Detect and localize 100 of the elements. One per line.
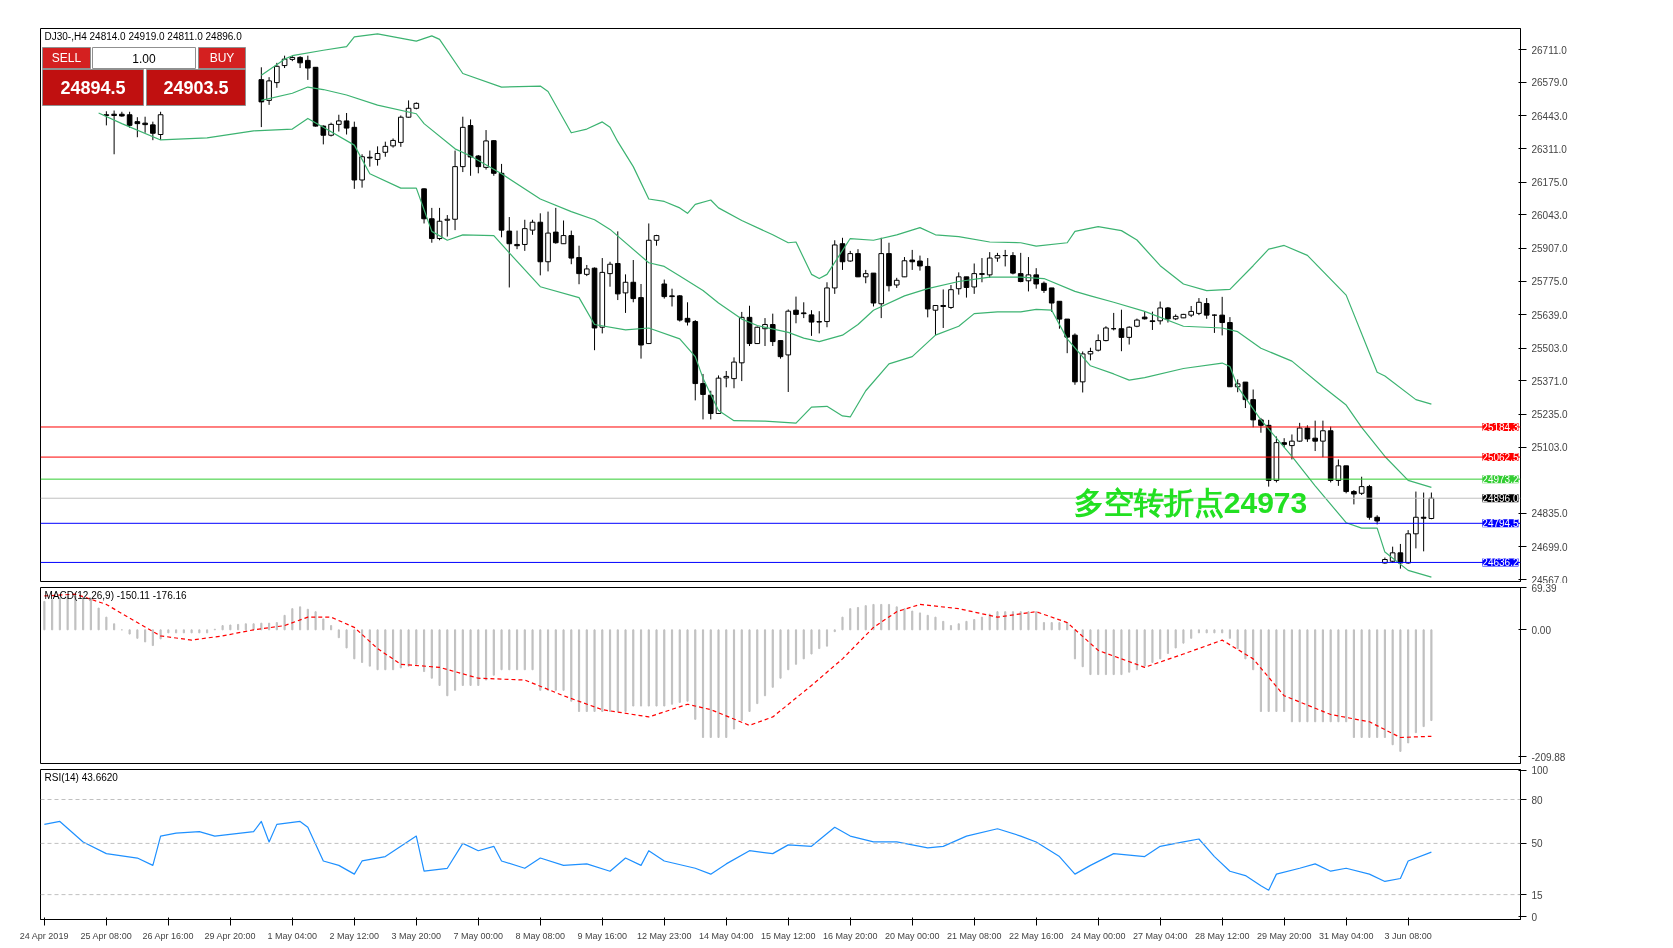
candlestick <box>514 230 520 250</box>
y-tick-label: 26443.0 <box>1531 110 1569 122</box>
candlestick <box>917 255 923 272</box>
candlestick <box>1126 325 1133 346</box>
candlestick <box>1413 491 1419 549</box>
candlestick <box>731 356 737 389</box>
x-tick-label: 16 May 20:00 <box>822 930 878 941</box>
y-tick-label: 25775.0 <box>1531 276 1569 288</box>
candlestick <box>274 62 280 89</box>
ref-line-label: 25062.5 <box>1482 452 1519 464</box>
x-tick-label: 21 May 08:00 <box>946 930 1002 941</box>
y-tick-label: 26175.0 <box>1531 177 1569 189</box>
y-tick-label: 25503.0 <box>1531 343 1569 355</box>
candlestick <box>1250 389 1256 428</box>
candlestick <box>855 248 861 278</box>
x-tick-label: 25 Apr 08:00 <box>80 930 132 941</box>
annotation: BUY <box>209 51 235 65</box>
candlestick <box>607 261 613 288</box>
y-tick-label: 25103.0 <box>1531 442 1569 454</box>
candlestick <box>948 284 954 310</box>
y-tick-label: 50 <box>1531 838 1544 850</box>
y-tick-label: 0 <box>1531 911 1538 923</box>
candlestick <box>940 288 947 329</box>
candlestick <box>1351 489 1357 505</box>
y-tick-label: 80 <box>1531 794 1544 806</box>
candlestick <box>444 214 451 238</box>
candlestick <box>320 124 327 145</box>
x-tick-label: 31 May 04:00 <box>1318 930 1374 941</box>
candlestick <box>374 145 381 167</box>
ref-line-label: 24896.0 <box>1482 493 1519 505</box>
y-tick-label: 15 <box>1531 889 1544 901</box>
line-series <box>43 593 1432 739</box>
x-tick-label: 1 May 04:00 <box>267 930 318 941</box>
x-tick-label: 8 May 08:00 <box>515 930 566 941</box>
annotation: SELL <box>51 51 82 65</box>
y-tick-label: 25907.0 <box>1531 243 1569 255</box>
candlestick <box>808 309 815 337</box>
candlestick <box>986 251 993 279</box>
candlestick <box>111 110 117 155</box>
y-tick-label: 24699.0 <box>1531 541 1569 553</box>
x-tick-label: 3 Jun 08:00 <box>1384 930 1432 941</box>
x-tick-label: 28 May 12:00 <box>1194 930 1250 941</box>
x-tick-label: 26 Apr 16:00 <box>142 930 194 941</box>
x-tick-label: 14 May 04:00 <box>698 930 754 941</box>
candlestick <box>1149 311 1156 331</box>
x-tick-label: 24 Apr 2019 <box>19 930 69 941</box>
x-tick-label: 27 May 04:00 <box>1132 930 1188 941</box>
candlestick <box>1064 318 1071 354</box>
x-tick-label: 22 May 16:00 <box>1008 930 1064 941</box>
candlestick <box>266 76 272 106</box>
candlestick <box>979 257 985 283</box>
candlestick <box>1312 420 1318 452</box>
y-tick-label: 0.00 <box>1531 624 1552 636</box>
candlestick <box>816 310 823 334</box>
y-tick-label: 26311.0 <box>1531 143 1568 155</box>
y-tick-label: 25639.0 <box>1531 309 1569 321</box>
line-series <box>260 33 1432 405</box>
x-tick-label: 24 May 00:00 <box>1070 930 1126 941</box>
candlestick <box>793 296 799 324</box>
candlestick <box>359 153 365 189</box>
annotation: 24903.5 <box>163 78 229 98</box>
y-tick-label: 25235.0 <box>1531 409 1569 421</box>
candlestick <box>436 207 443 241</box>
candlestick <box>1118 309 1125 352</box>
candlestick <box>1157 301 1164 326</box>
candlestick <box>661 279 668 300</box>
candlestick <box>521 219 528 252</box>
y-tick-label: -209.88 <box>1531 751 1566 763</box>
ref-line-label: 25184.3 <box>1482 421 1519 433</box>
annotation: 24894.5 <box>60 78 126 98</box>
x-tick-label: 3 May 20:00 <box>391 930 442 941</box>
y-tick-label: 24835.0 <box>1531 508 1569 520</box>
candlestick <box>700 373 706 420</box>
ref-line-label: 24973.2 <box>1482 474 1519 486</box>
y-tick-label: 26579.0 <box>1531 77 1569 89</box>
candlestick <box>305 55 311 81</box>
y-tick-label: 26043.0 <box>1531 209 1569 221</box>
y-tick-label: 100 <box>1531 765 1549 777</box>
line-series <box>98 112 1432 578</box>
candlestick <box>506 216 513 288</box>
ref-line-label: 24794.5 <box>1482 518 1519 530</box>
candlestick <box>769 313 776 347</box>
annotation: 1.00 <box>132 51 156 66</box>
candlestick <box>971 262 978 295</box>
x-tick-label: 15 May 12:00 <box>760 930 816 941</box>
candlestick <box>297 55 303 69</box>
candlestick <box>157 111 164 141</box>
chart-title: MACD(12,26,9) -150.11 -176.16 <box>44 589 188 601</box>
chart-title: DJ30-,H4 24814.0 24919.0 24811.0 24896.0 <box>44 30 243 42</box>
candlestick <box>258 66 265 128</box>
ref-line-label: 24636.2 <box>1482 557 1519 569</box>
x-tick-label: 20 May 00:00 <box>884 930 940 941</box>
candlestick <box>669 288 675 307</box>
x-tick-label: 12 May 23:00 <box>637 930 692 941</box>
line-series <box>43 820 1432 891</box>
chart-title: RSI(14) 43.6620 <box>44 771 119 783</box>
candlestick <box>552 207 559 245</box>
x-tick-label: 29 Apr 20:00 <box>204 930 256 941</box>
x-tick-label: 2 May 12:00 <box>329 930 380 941</box>
y-tick-label: 25371.0 <box>1531 375 1569 387</box>
